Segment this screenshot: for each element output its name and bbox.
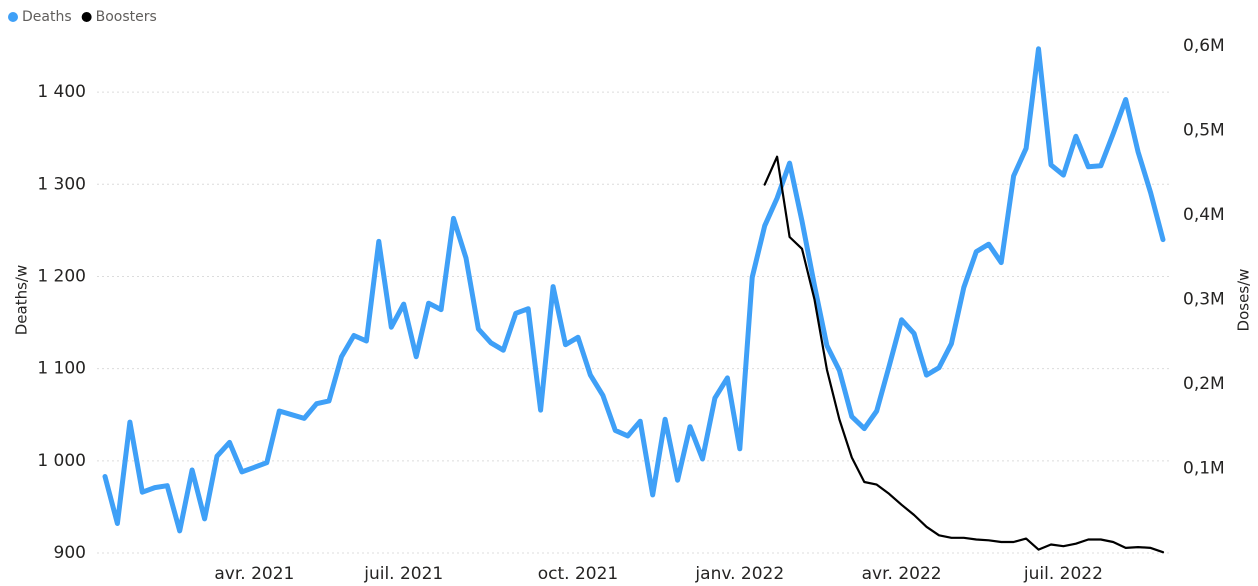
legend-marker bbox=[8, 12, 18, 22]
y-axis-title: Deaths/w bbox=[13, 265, 31, 336]
y2-tick-label: 0,3M bbox=[1183, 290, 1225, 310]
series-line bbox=[102, 46, 1166, 534]
x-tick-label: avr. 2022 bbox=[862, 564, 942, 584]
y2-axis-title: Doses/w bbox=[1235, 269, 1253, 332]
y2-tick-label: 0,6M bbox=[1183, 36, 1225, 56]
legend-label: Boosters bbox=[96, 9, 157, 25]
y-tick-label: 1 400 bbox=[37, 82, 86, 102]
x-tick-label: oct. 2021 bbox=[538, 564, 618, 584]
y-tick-label: 1 000 bbox=[37, 451, 86, 471]
x-tick-label: janv. 2022 bbox=[694, 564, 784, 584]
x-tick-label: juil. 2022 bbox=[1023, 564, 1103, 584]
y2-tick-label: 0,4M bbox=[1183, 205, 1225, 225]
series-line bbox=[763, 155, 1165, 554]
y-tick-label: 1 100 bbox=[37, 359, 86, 379]
x-tick-label: juil. 2021 bbox=[363, 564, 443, 584]
y-tick-label: 1 300 bbox=[37, 174, 86, 194]
y2-tick-label: 0,1M bbox=[1183, 459, 1225, 479]
legend-label: Deaths bbox=[22, 9, 72, 25]
legend-marker bbox=[81, 12, 92, 22]
y-tick-label: 900 bbox=[54, 543, 86, 563]
x-tick-label: avr. 2021 bbox=[214, 564, 294, 584]
y-tick-label: 1 200 bbox=[37, 266, 86, 286]
y2-tick-label: 0,2M bbox=[1183, 374, 1225, 394]
y2-tick-label: 0,5M bbox=[1183, 121, 1225, 141]
